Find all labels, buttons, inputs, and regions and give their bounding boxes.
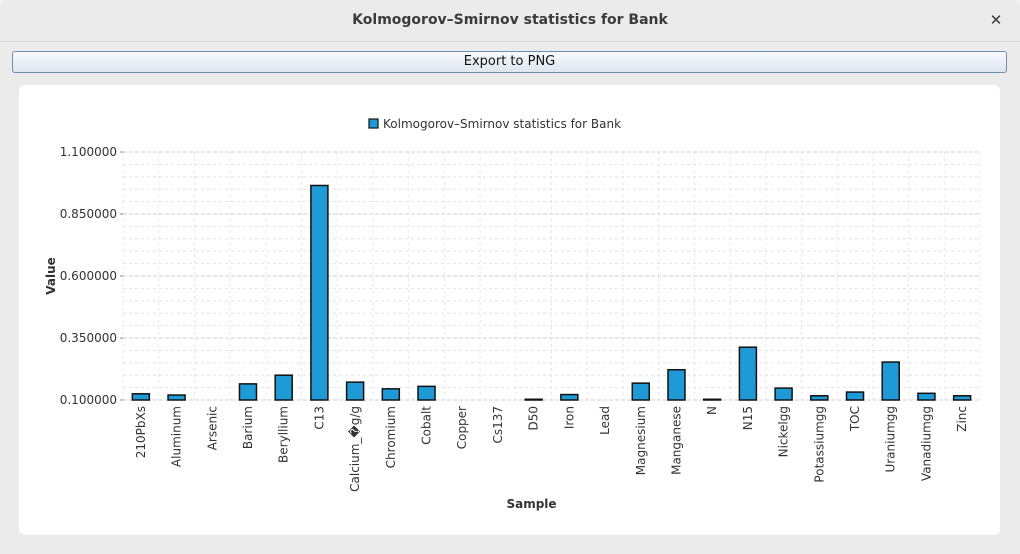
x-tick-label: Barium — [241, 406, 255, 449]
x-tick-label: Vanadiumgg — [919, 406, 933, 481]
bar[interactable] — [667, 368, 686, 401]
x-tick-label: Nickelgg — [777, 406, 791, 457]
bar[interactable] — [167, 394, 186, 401]
bar[interactable] — [917, 392, 936, 401]
x-tick-label: Uraniumgg — [884, 406, 898, 473]
bar-chart: 0.100000 0.350000 0.600000 0.850000 1.100000… — [44, 117, 981, 511]
bar[interactable] — [702, 398, 722, 401]
bar[interactable] — [810, 395, 829, 401]
x-tick-label: Iron — [562, 406, 576, 429]
bar[interactable] — [274, 374, 293, 401]
x-tick-label: Zinc — [955, 406, 969, 432]
legend-swatch — [368, 118, 379, 129]
x-tick-label: Chromium — [384, 406, 398, 468]
y-axis-label: Value — [44, 257, 58, 295]
x-tick-label: Manganese — [669, 406, 683, 475]
chart-panel: 0.100000 0.350000 0.600000 0.850000 1.100000… — [19, 85, 1000, 535]
x-tick-label: Arsenic — [205, 406, 219, 450]
x-tick-label: N — [705, 406, 719, 415]
bar[interactable] — [381, 388, 401, 401]
bar[interactable] — [631, 382, 651, 401]
x-axis-label: Sample — [506, 497, 556, 511]
y-tick-label: 0.100000 — [60, 393, 117, 407]
x-tick-label: TOC — [848, 406, 862, 432]
bar[interactable] — [845, 391, 865, 401]
legend-label: Kolmogorov–Smirnov statistics for Bank — [383, 117, 621, 131]
x-tick-label: N15 — [741, 406, 755, 430]
x-tick-label: 210PbXs — [134, 406, 148, 458]
close-icon[interactable]: ✕ — [989, 11, 1003, 29]
y-tick-label: 1.100000 — [60, 145, 117, 159]
x-tick-label: Cobalt — [420, 406, 434, 445]
bar[interactable] — [310, 184, 329, 401]
bar[interactable] — [524, 398, 543, 401]
bar[interactable] — [774, 387, 793, 401]
x-tick-label: Copper — [455, 406, 469, 449]
x-tick-label: Magnesium — [634, 406, 648, 475]
bar[interactable] — [881, 361, 900, 401]
bar[interactable] — [131, 393, 151, 401]
x-tick-label: Beryllium — [277, 406, 291, 463]
bar[interactable] — [738, 346, 758, 401]
x-tick-label: D50 — [527, 406, 541, 431]
window-title: Kolmogorov–Smirnov statistics for Bank — [352, 12, 668, 28]
x-tick-label: C13 — [312, 406, 326, 430]
bar[interactable] — [417, 385, 436, 401]
x-tick-label: Potassiumgg — [812, 406, 826, 483]
export-png-button[interactable]: Export to PNG — [12, 51, 1007, 73]
x-tick-label: Cs137 — [491, 406, 505, 444]
y-tick-label: 0.850000 — [60, 207, 117, 221]
bar[interactable] — [560, 393, 579, 401]
x-tick-label: Aluminum — [170, 406, 184, 467]
x-tick-label: Calcium_�g/g — [348, 406, 362, 492]
y-tick-label: 0.600000 — [60, 269, 117, 283]
x-tick-label: Lead — [598, 406, 612, 435]
bar[interactable] — [952, 395, 972, 401]
title-bar: Kolmogorov–Smirnov statistics for Bank ✕ — [0, 0, 1020, 42]
bar[interactable] — [345, 381, 365, 401]
bar[interactable] — [238, 383, 258, 401]
y-tick-label: 0.350000 — [60, 331, 117, 345]
